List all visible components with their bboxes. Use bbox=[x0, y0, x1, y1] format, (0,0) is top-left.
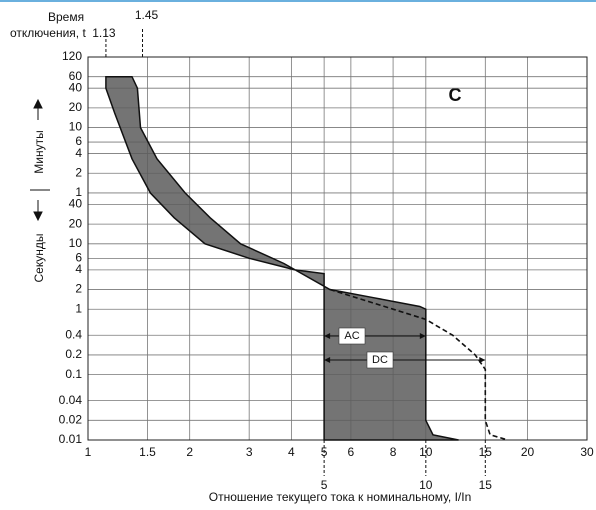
y-tick-label: 0.1 bbox=[65, 367, 82, 381]
y-tick-label: 1 bbox=[75, 301, 82, 315]
y-tick-label: 20 bbox=[69, 100, 83, 114]
marker-label: 10 bbox=[419, 478, 433, 492]
annotation-box bbox=[366, 351, 394, 369]
y-tick-label: 1 bbox=[75, 185, 82, 199]
y-tick-label: 60 bbox=[69, 69, 83, 83]
x-tick-label: 3 bbox=[246, 445, 253, 459]
x-tick-label: 30 bbox=[580, 445, 594, 459]
y-tick-label: 40 bbox=[69, 80, 83, 94]
y-tick-label: 2 bbox=[75, 165, 82, 179]
y-tick-label: 0.01 bbox=[59, 432, 83, 446]
marker-label: 15 bbox=[479, 478, 493, 492]
dc-curve bbox=[329, 288, 509, 441]
x-tick-label: 1 bbox=[85, 445, 92, 459]
y-label-arrows bbox=[30, 98, 50, 222]
x-tick-label: 2 bbox=[186, 445, 193, 459]
x-tick-label: 8 bbox=[390, 445, 397, 459]
annotation: DC bbox=[372, 354, 388, 366]
y-label-minutes: Минуты bbox=[32, 130, 46, 173]
curve-class: C bbox=[449, 85, 462, 105]
y-tick-label: 10 bbox=[69, 236, 83, 250]
x-tick-label: 6 bbox=[348, 445, 355, 459]
y-tick-label: 4 bbox=[75, 262, 82, 276]
y-tick-label: 4 bbox=[75, 146, 82, 160]
y-tick-label: 2 bbox=[75, 282, 82, 296]
y-tick-label: 6 bbox=[75, 251, 82, 265]
marker-label: 1.45 bbox=[135, 8, 159, 22]
y-tick-label: 0.02 bbox=[59, 412, 83, 426]
y-tick-label: 6 bbox=[75, 134, 82, 148]
title-line: Время bbox=[48, 10, 84, 24]
annotation-box bbox=[338, 327, 366, 345]
marker-label: 5 bbox=[321, 478, 328, 492]
y-tick-label: 10 bbox=[69, 120, 83, 134]
y-tick-label: 40 bbox=[69, 197, 83, 211]
trip-band bbox=[105, 75, 459, 441]
y-tick-label: 0.04 bbox=[59, 393, 83, 407]
y-tick-label: 0.2 bbox=[65, 347, 82, 361]
y-tick-label: 20 bbox=[69, 216, 83, 230]
x-axis-label: Отношение текущего тока к номинальному, … bbox=[209, 490, 472, 504]
title-line: отключения, t bbox=[10, 26, 86, 40]
y-tick-label: 0.4 bbox=[65, 327, 82, 341]
annotation: AC bbox=[344, 330, 359, 342]
marker-label: 1.13 bbox=[92, 26, 116, 40]
x-tick-label: 1.5 bbox=[139, 445, 156, 459]
x-tick-label: 20 bbox=[521, 445, 535, 459]
x-tick-label: 4 bbox=[288, 445, 295, 459]
y-label-seconds: Секунды bbox=[32, 234, 46, 283]
y-tick-label: 120 bbox=[62, 49, 82, 63]
